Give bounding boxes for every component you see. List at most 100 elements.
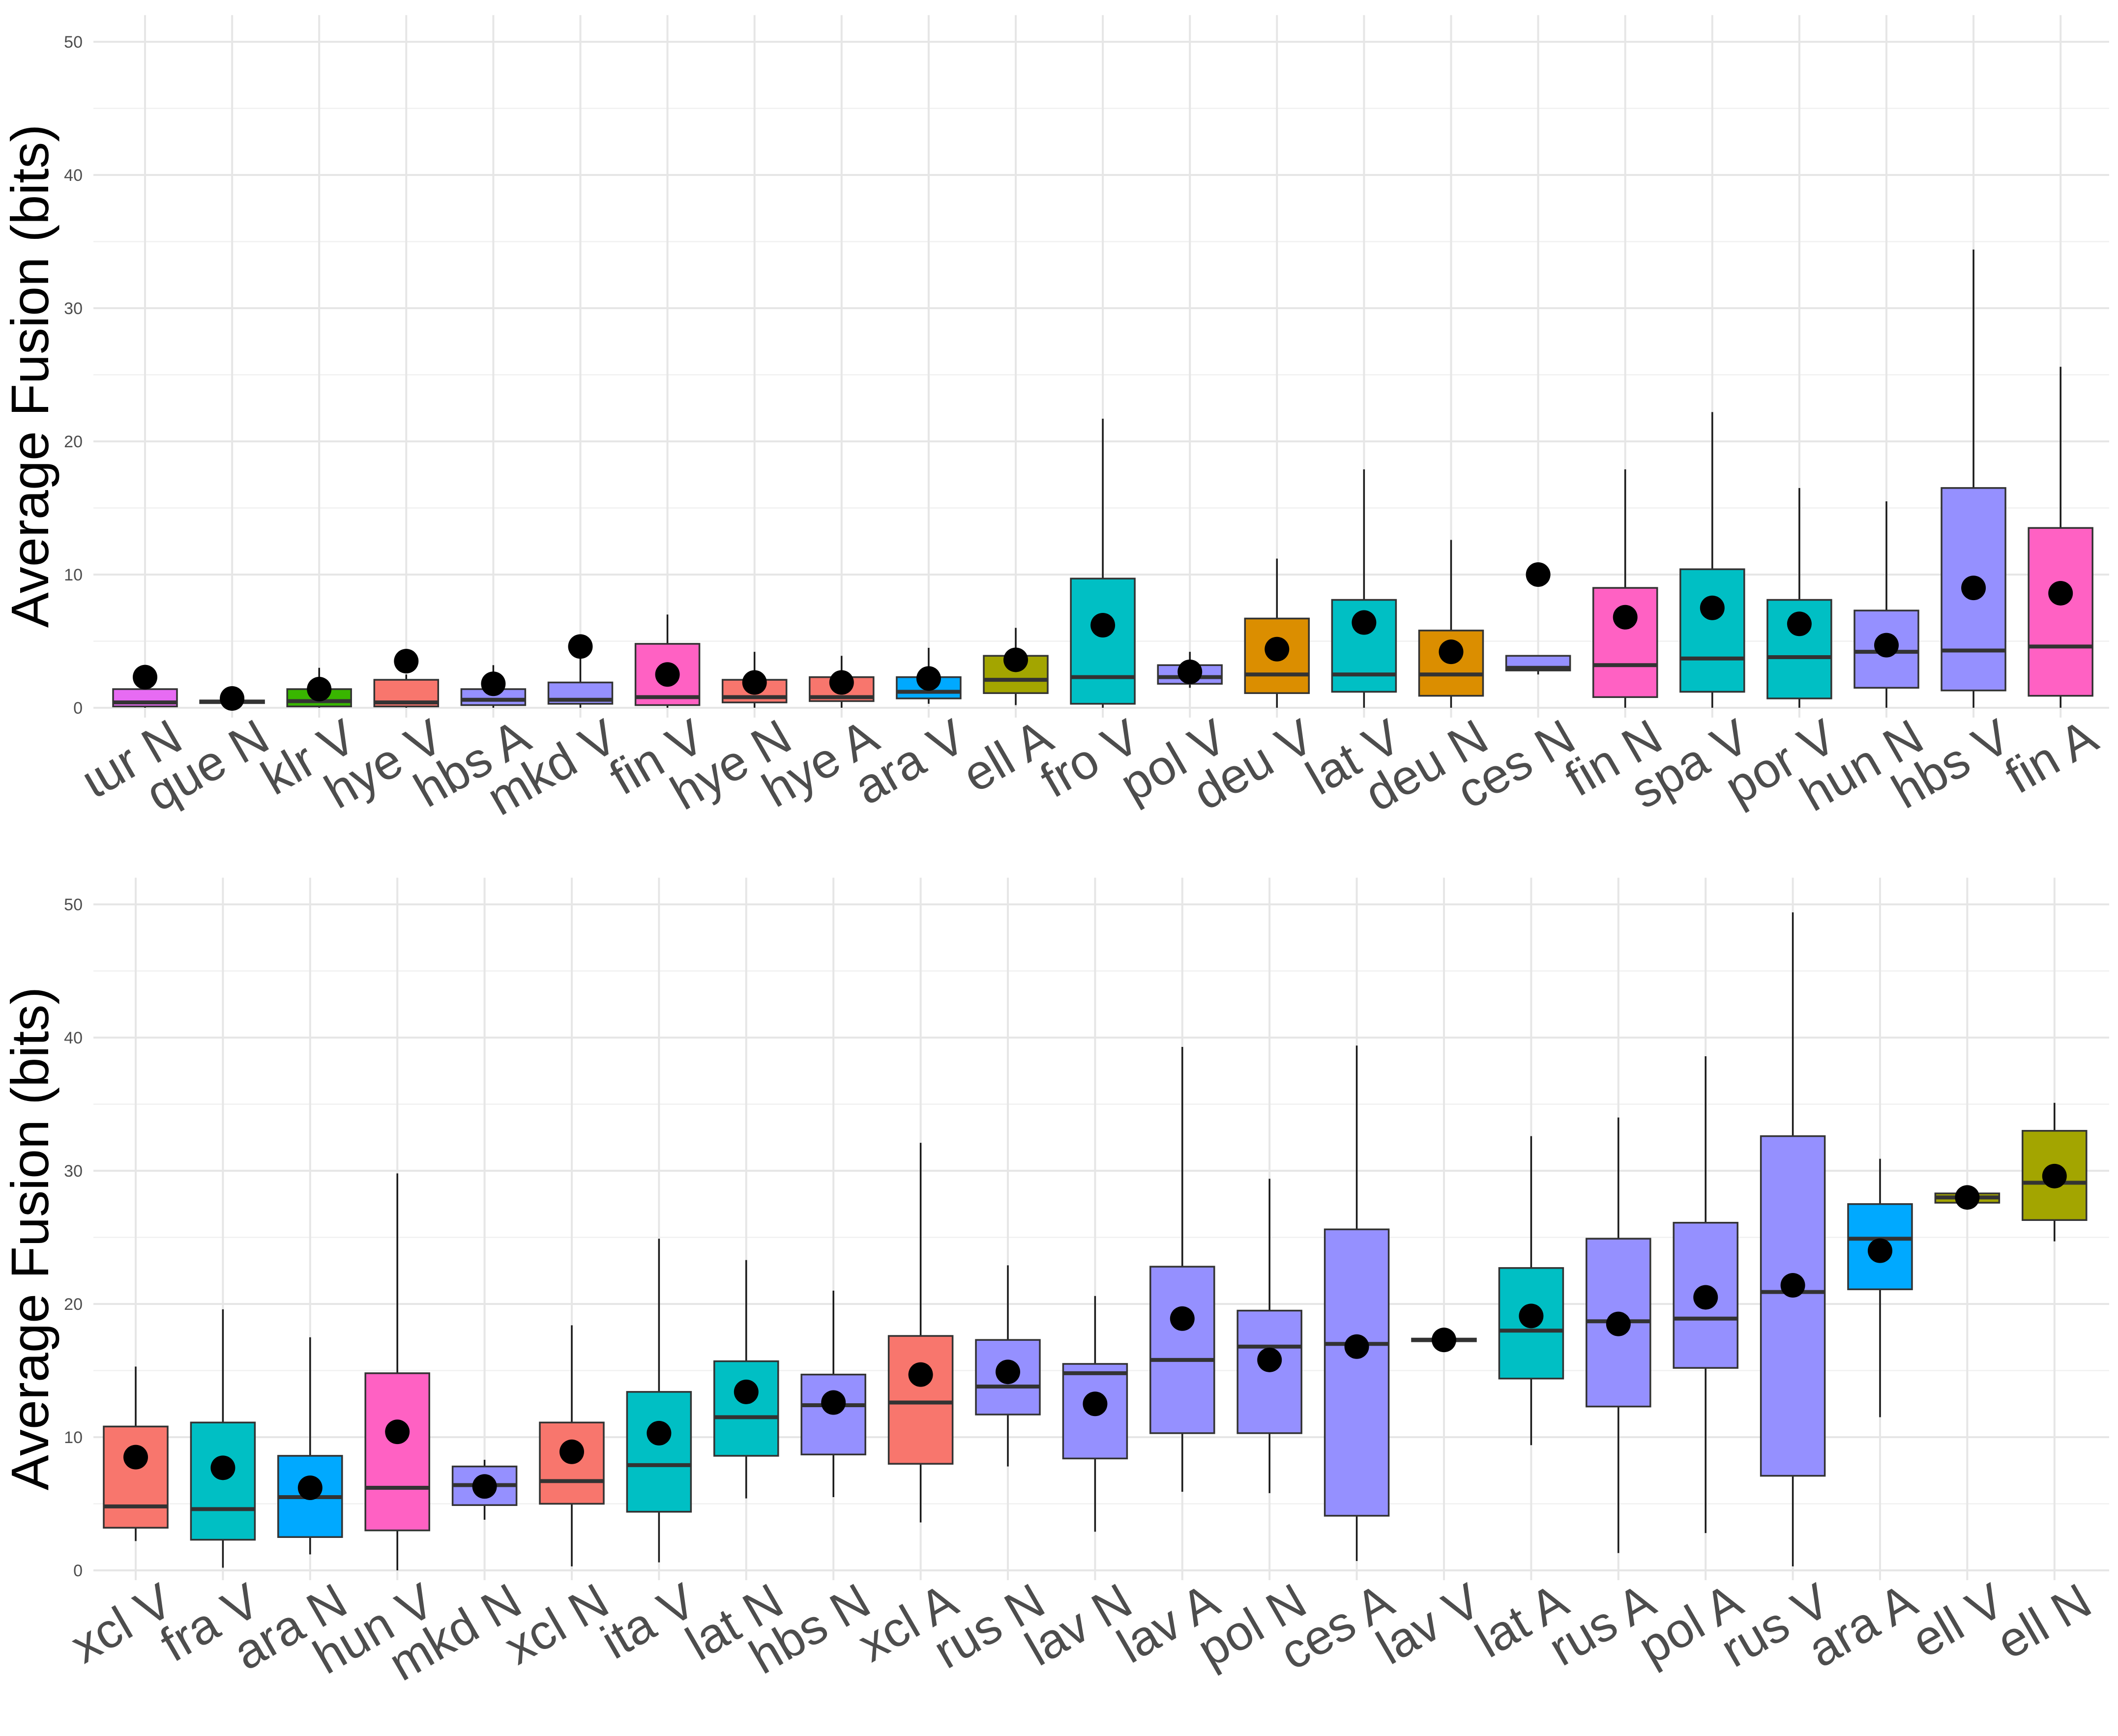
iqr-box: [1070, 578, 1136, 705]
mean-point: [123, 1445, 148, 1470]
bottom-box-xcl-A: [887, 1143, 954, 1523]
mean-point: [916, 666, 941, 691]
mean-point: [220, 686, 245, 711]
mean-point: [1439, 639, 1464, 665]
mean-point: [1344, 1334, 1369, 1359]
mean-point: [1526, 562, 1551, 587]
mean-point: [1003, 647, 1028, 672]
mean-point: [1257, 1347, 1282, 1372]
bottom-y-tick-label: 10: [64, 1428, 83, 1447]
mean-point: [568, 634, 593, 659]
top-panel-y-axis: 0 10 20 30 40 50: [64, 33, 83, 718]
mean-point: [1700, 595, 1725, 620]
bottom-box-lav-N: [1062, 1296, 1128, 1532]
top-box-fin-N: [1592, 469, 1658, 708]
mean-point: [1955, 1185, 1980, 1210]
bottom-box-ell-N: [2022, 1102, 2088, 1242]
bottom-box-lat-A: [1498, 1136, 1564, 1446]
top-box-pol-V: [1157, 652, 1223, 688]
bottom-box-rus-A: [1586, 1117, 1651, 1553]
mean-point: [2042, 1163, 2067, 1188]
mean-point: [472, 1474, 497, 1499]
mean-point: [821, 1390, 846, 1415]
top-box-hye-A: [809, 656, 875, 708]
top-y-tick-label: 40: [64, 166, 83, 185]
mean-point: [1868, 1238, 1892, 1263]
mean-point: [996, 1360, 1020, 1385]
top-y-tick-label: 20: [64, 433, 83, 451]
mean-point: [1613, 605, 1638, 630]
mean-point: [1787, 611, 1812, 637]
top-box-hye-N: [721, 652, 788, 708]
mean-point: [1177, 659, 1203, 684]
iqr-box: [1236, 1309, 1302, 1434]
bottom-box-ara-A: [1847, 1158, 1913, 1418]
mean-point: [1170, 1306, 1195, 1331]
mean-point: [2048, 580, 2073, 606]
top-box-deu-V: [1244, 558, 1310, 708]
mean-point: [742, 670, 767, 695]
bottom-box-ell-V: [1934, 1185, 2000, 1210]
bottom-box-lat-N: [713, 1260, 779, 1499]
bottom-box-lav-A: [1149, 1046, 1215, 1492]
iqr-box: [190, 1421, 256, 1541]
bottom-y-tick-label: 0: [73, 1562, 83, 1580]
mean-point: [734, 1379, 759, 1404]
top-box-hye-V: [373, 649, 440, 708]
iqr-box: [1941, 487, 2006, 692]
bottom-box-pol-A: [1673, 1056, 1738, 1533]
bottom-y-tick-label: 30: [64, 1162, 83, 1181]
iqr-box: [103, 1425, 169, 1529]
bottom-y-tick-label: 50: [64, 896, 83, 914]
top-box-que-N: [199, 686, 265, 711]
iqr-box: [800, 1373, 866, 1455]
bottom-box-xcl-N: [539, 1325, 605, 1566]
mean-point: [210, 1455, 235, 1480]
iqr-box: [626, 1391, 692, 1513]
iqr-box: [1592, 587, 1658, 698]
iqr-box: [713, 1360, 779, 1457]
iqr-box: [1760, 1135, 1826, 1477]
iqr-box: [1149, 1266, 1215, 1434]
bottom-panel-boxes: [103, 912, 2088, 1570]
iqr-box: [1324, 1228, 1390, 1517]
mean-point: [385, 1419, 410, 1445]
bottom-box-xcl-V: [103, 1366, 169, 1541]
top-box-klr-V: [286, 667, 352, 708]
mean-point: [655, 662, 680, 687]
mean-point: [1693, 1285, 1718, 1310]
bottom-box-rus-V: [1760, 912, 1826, 1566]
top-box-fin-A: [2028, 367, 2093, 708]
bottom-box-ita-V: [626, 1239, 692, 1562]
bottom-y-tick-label: 40: [64, 1029, 83, 1047]
top-box-ara-V: [896, 648, 962, 704]
top-box-por-V: [1766, 488, 1832, 708]
mean-point: [1519, 1303, 1544, 1329]
top-box-ɩur-N: [112, 665, 178, 708]
top-box-spa-V: [1679, 412, 1745, 708]
top-box-fro-V: [1070, 418, 1136, 708]
top-panel-grid: [93, 15, 2109, 718]
mean-point: [1606, 1311, 1631, 1336]
mean-point: [1432, 1328, 1456, 1353]
mean-point: [297, 1475, 323, 1500]
mean-point: [1874, 633, 1899, 658]
mean-point: [307, 677, 332, 702]
bottom-box-hun-V: [364, 1173, 430, 1570]
top-box-hbs-A: [460, 665, 527, 708]
top-y-tick-label: 50: [64, 33, 83, 52]
mean-point: [829, 670, 854, 695]
mean-point: [1961, 576, 1986, 601]
mean-point: [133, 665, 157, 690]
mean-point: [1090, 612, 1116, 637]
top-panel-boxes: [112, 249, 2093, 711]
bottom-box-fra-V: [190, 1309, 256, 1568]
bottom-panel-y-axis-label: Average Fusion (bits): [0, 987, 59, 1490]
bottom-box-lav-V: [1411, 1328, 1477, 1353]
top-box-fin-V: [634, 614, 701, 708]
iqr-box: [2028, 527, 2093, 697]
bottom-panel-y-axis: 0 10 20 30 40 50: [64, 896, 83, 1580]
mean-point: [1083, 1391, 1108, 1417]
top-y-tick-label: 0: [73, 699, 83, 718]
iqr-box: [364, 1372, 430, 1532]
